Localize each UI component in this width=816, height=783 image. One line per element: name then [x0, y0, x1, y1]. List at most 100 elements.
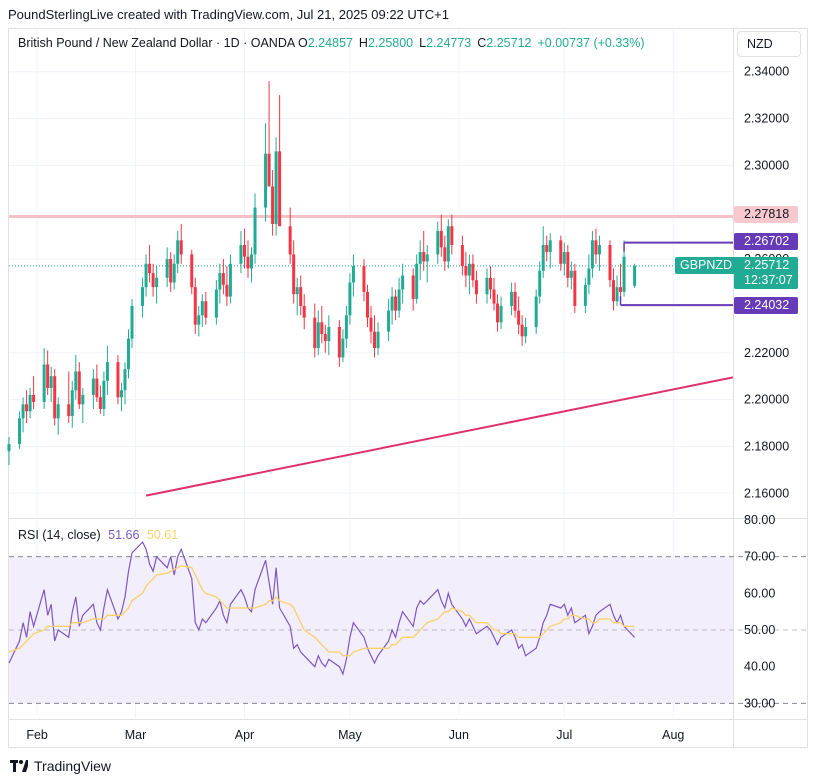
candle-body [569, 270, 573, 278]
box-upper-price-tag: 2.26702 [734, 233, 798, 250]
candle-body [341, 338, 345, 358]
candle-body [67, 404, 71, 416]
open-label: O [297, 36, 308, 50]
candle [365, 284, 369, 327]
candle [105, 345, 109, 395]
candle-body [7, 444, 11, 452]
candle-body [119, 390, 123, 398]
candle [467, 254, 471, 295]
candle-body [471, 263, 475, 281]
candle-body [316, 322, 320, 349]
bar-countdown: 12:37:07 [744, 273, 793, 287]
candle [74, 355, 78, 400]
candle-body [165, 259, 169, 278]
candle [587, 254, 591, 295]
candle [545, 235, 549, 262]
candle [302, 294, 306, 330]
candle-body [253, 207, 257, 255]
candle-body [344, 315, 348, 339]
candle-body [102, 380, 106, 409]
candle-body [204, 301, 208, 318]
candle-body [288, 226, 292, 255]
candle-body [53, 376, 57, 419]
candle-body [151, 273, 155, 288]
candle-body [499, 305, 503, 323]
candle [425, 245, 429, 283]
close-label: C [477, 36, 487, 50]
candle-body [496, 303, 500, 323]
candle-body [105, 362, 109, 381]
candle [411, 268, 415, 311]
candle [21, 397, 25, 433]
candle-body [28, 394, 32, 412]
trend-line [145, 376, 734, 497]
candle [390, 287, 394, 325]
candle-body [214, 289, 218, 318]
candle [548, 233, 552, 269]
candle-body [225, 284, 229, 297]
candle [95, 364, 99, 402]
currency-selector[interactable]: NZD [737, 31, 801, 57]
candle-body [56, 404, 60, 419]
rsi-ma-value: 50.61 [146, 528, 179, 542]
candle [126, 329, 130, 379]
candle-body [179, 240, 183, 255]
candle-body [541, 245, 545, 271]
candle-body [401, 275, 405, 290]
candle [594, 228, 598, 264]
candle [204, 291, 208, 325]
candle [91, 369, 95, 409]
candle-body [425, 254, 429, 262]
candle-body [337, 327, 341, 358]
candle-body [443, 247, 447, 262]
candle [313, 303, 317, 358]
candle [520, 315, 524, 346]
candle [485, 268, 489, 304]
price-tick-label: 2.34000 [744, 65, 789, 79]
candle [590, 230, 594, 278]
candle [517, 296, 521, 335]
candle [70, 380, 74, 428]
candle [341, 329, 345, 363]
candle [25, 390, 29, 424]
candle-body [450, 226, 454, 246]
candle-body [418, 252, 422, 264]
candle-body [387, 310, 391, 332]
candle [597, 235, 601, 271]
candle-body [517, 310, 521, 325]
candle [165, 247, 169, 288]
time-tick-label: Feb [26, 728, 48, 742]
tradingview-logo[interactable]: TradingView [10, 758, 111, 774]
candle-body [633, 265, 637, 286]
rsi-legend: RSI (14, close) 51.66 50.61 [18, 528, 178, 542]
candle-body [365, 291, 369, 318]
candle [541, 226, 545, 278]
candle-body [597, 245, 601, 255]
candle-body [510, 291, 514, 306]
candle-body [348, 282, 352, 316]
rsi-tick-label: 50.00 [744, 623, 775, 637]
candle [53, 369, 57, 426]
candle-body [422, 252, 426, 262]
candle-body [299, 287, 303, 306]
candle-body [474, 280, 478, 295]
candle [221, 259, 225, 295]
rsi-tick-label: 70.00 [744, 550, 775, 564]
candle [190, 249, 194, 295]
candle [292, 240, 296, 304]
candle-body [327, 327, 331, 342]
candle [316, 310, 320, 356]
candle-body [467, 263, 471, 276]
candle-body [573, 270, 577, 306]
candle [151, 263, 155, 297]
candle-body [221, 273, 225, 285]
candle [348, 273, 352, 325]
candle [534, 289, 538, 335]
candle-body [397, 289, 401, 311]
time-tick-label: Mar [125, 728, 147, 742]
candle-body [548, 240, 552, 253]
candle [42, 348, 46, 409]
candle [566, 245, 570, 288]
candle-body [197, 315, 201, 325]
